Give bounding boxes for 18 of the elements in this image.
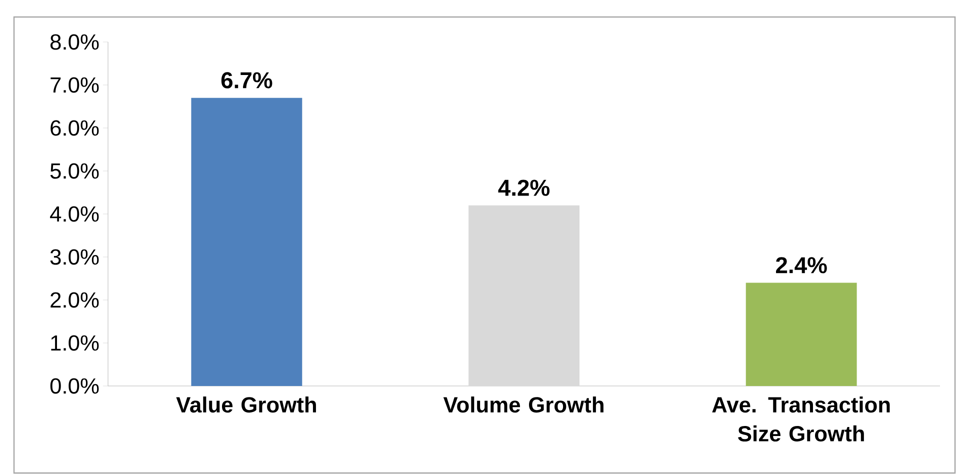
bar (746, 282, 857, 386)
y-tick-label: 0.0% (50, 378, 99, 394)
bar (191, 98, 302, 386)
x-tick-label: Ave. Transaction Size Growth (712, 396, 890, 442)
y-tick-label: 2.0% (50, 292, 99, 308)
y-tick-label: 5.0% (50, 163, 99, 179)
y-tick-label: 6.0% (50, 120, 99, 136)
data-label: 2.4% (776, 257, 827, 274)
y-tick-label: 8.0% (50, 34, 99, 50)
y-tick-label: 7.0% (50, 77, 99, 93)
y-tick-label: 4.0% (50, 206, 99, 222)
x-tick-label: Volume Growth (443, 396, 604, 413)
bar (468, 205, 580, 386)
data-label: 4.2% (498, 180, 550, 196)
data-label: 6.7% (221, 72, 272, 88)
y-tick-label: 1.0% (51, 335, 99, 351)
x-tick-label: Value Growth (176, 396, 316, 413)
y-tick-label: 3.0% (50, 249, 99, 265)
